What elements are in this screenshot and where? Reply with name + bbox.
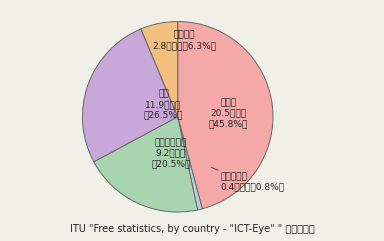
Text: 欧州
11.9億加入
（26.5%）: 欧州 11.9億加入 （26.5%） [144, 89, 183, 119]
Text: アフリカ
2.8億加入（6.3%）: アフリカ 2.8億加入（6.3%） [152, 31, 217, 50]
Wedge shape [141, 21, 178, 117]
Wedge shape [83, 29, 178, 162]
Text: 南北アメリカ
9.2億加入
（20.5%）: 南北アメリカ 9.2億加入 （20.5%） [151, 138, 191, 168]
Wedge shape [94, 117, 198, 212]
Text: アジア
20.5億加入
（45.8%）: アジア 20.5億加入 （45.8%） [209, 98, 248, 128]
Text: オセアニア
0.4億加入（0.8%）: オセアニア 0.4億加入（0.8%） [220, 172, 285, 191]
Wedge shape [178, 117, 202, 210]
Wedge shape [178, 21, 273, 209]
Text: ITU "Free statistics, by country - "ICT-Eye" " により作成: ITU "Free statistics, by country - "ICT-… [70, 224, 314, 234]
